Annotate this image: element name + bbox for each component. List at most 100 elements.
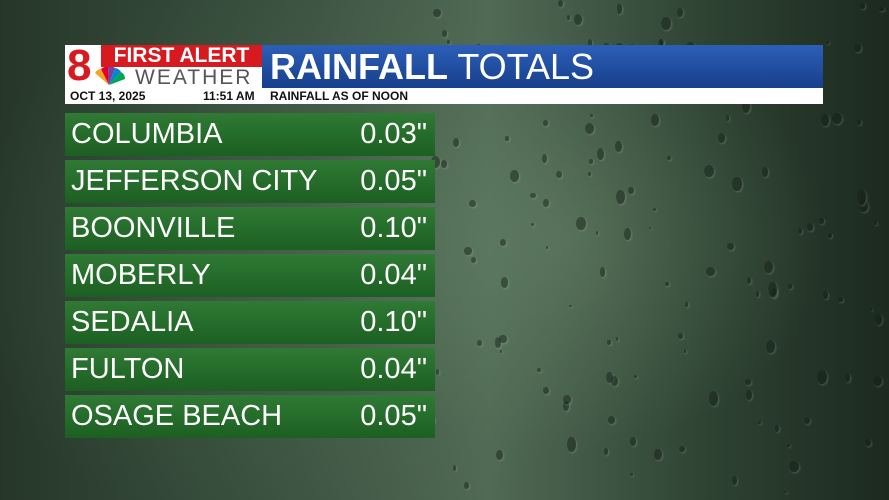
rain-drop (433, 8, 441, 18)
rain-drop (616, 4, 623, 14)
city-name: SEDALIA (71, 306, 194, 338)
subtitle: RAINFALL AS OF NOON (270, 89, 408, 103)
rain-drop (624, 227, 632, 240)
rain-drop (664, 281, 669, 287)
rain-drop (817, 369, 827, 385)
rain-drop (614, 140, 622, 152)
rain-drop (803, 417, 811, 425)
rainfall-value: 0.04" (360, 259, 427, 291)
rain-drop (661, 17, 672, 31)
table-row: JEFFERSON CITY 0.05" (65, 160, 435, 203)
rain-drop (657, 38, 664, 49)
rain-drop (755, 291, 759, 297)
rain-drop (477, 340, 482, 346)
rain-drop (542, 199, 549, 208)
title-bar: RAINFALL TOTALS (262, 45, 823, 88)
logo-line2: WEATHER (135, 66, 253, 89)
rain-drop (530, 222, 534, 227)
rain-drop (499, 335, 507, 344)
rain-drop (746, 276, 752, 285)
rain-drop (596, 231, 599, 236)
rain-drop (746, 389, 753, 401)
rain-drop (599, 267, 606, 277)
rain-drop (587, 39, 593, 48)
rain-drop (677, 332, 683, 340)
rain-drop (634, 374, 637, 378)
rain-drop (827, 232, 832, 238)
rain-drop (430, 156, 441, 169)
rain-drop (860, 3, 865, 9)
rain-drop (762, 167, 769, 177)
rain-drop (784, 490, 787, 494)
rain-drop (822, 290, 829, 299)
rain-drop (501, 277, 509, 288)
rain-drop (542, 154, 548, 164)
time: 11:51 AM (203, 89, 255, 103)
rain-drop (463, 481, 470, 490)
rain-drop (745, 379, 751, 385)
rain-drop (606, 371, 614, 384)
rain-drop (788, 283, 792, 289)
rain-drop (566, 437, 577, 452)
rain-drop (731, 475, 738, 485)
rain-drop (603, 448, 609, 456)
rain-drop (596, 147, 604, 161)
rain-drop (875, 314, 882, 325)
rain-drop (832, 113, 842, 125)
rain-drop (616, 189, 626, 205)
rain-drop (854, 44, 861, 53)
rain-drop (764, 261, 774, 274)
rain-drop (704, 165, 714, 178)
rain-drop (684, 302, 689, 307)
rain-drop (562, 400, 570, 412)
rain-drop (607, 339, 611, 346)
rain-drop (771, 288, 778, 299)
rain-drop (435, 369, 439, 375)
rain-drop (873, 376, 882, 387)
rain-drop (452, 464, 456, 471)
logo-number: 8 (67, 41, 92, 90)
rain-drop (845, 373, 851, 382)
rain-drop (566, 14, 571, 20)
rain-drop (856, 118, 861, 125)
city-name: OSAGE BEACH (71, 400, 283, 432)
table-row: OSAGE BEACH 0.05" (65, 395, 435, 438)
rain-drop (590, 114, 593, 118)
table-row: FULTON 0.04" (65, 348, 435, 391)
rain-drop (464, 246, 472, 256)
rain-drop (585, 122, 595, 134)
table-row: BOONVILLE 0.10" (65, 207, 435, 250)
city-name: FULTON (71, 353, 185, 385)
rain-drop (569, 304, 572, 307)
info-strip: OCT 13, 2025 11:51 AM RAINFALL AS OF NOO… (65, 88, 823, 104)
rainfall-value: 0.03" (360, 118, 427, 150)
rain-drop (542, 120, 548, 126)
rain-drop (865, 438, 871, 447)
rain-drop (510, 170, 519, 182)
rain-drop (563, 394, 571, 404)
rain-drop (826, 41, 830, 44)
rain-drop (629, 473, 633, 477)
rain-drop (741, 99, 751, 113)
rain-drop (659, 38, 665, 46)
rain-drop (766, 339, 775, 353)
rain-drop (856, 189, 866, 206)
rain-drop (530, 193, 536, 199)
rainfall-value: 0.04" (360, 353, 427, 385)
peacock-icon (95, 67, 126, 85)
rain-drop (628, 187, 635, 194)
rain-drop (879, 7, 884, 12)
rain-drop (555, 170, 562, 179)
rain-drop (732, 176, 742, 192)
rain-drop (588, 158, 593, 164)
rain-drop (797, 227, 803, 235)
rain-drop (683, 349, 686, 353)
title-bold: RAINFALL (270, 46, 448, 87)
rain-drop (838, 296, 843, 303)
rain-drop (468, 199, 476, 208)
rain-drop (807, 223, 813, 231)
rain-drop (615, 337, 618, 341)
table-row: SEDALIA 0.10" (65, 301, 435, 344)
rain-drop (573, 14, 582, 26)
